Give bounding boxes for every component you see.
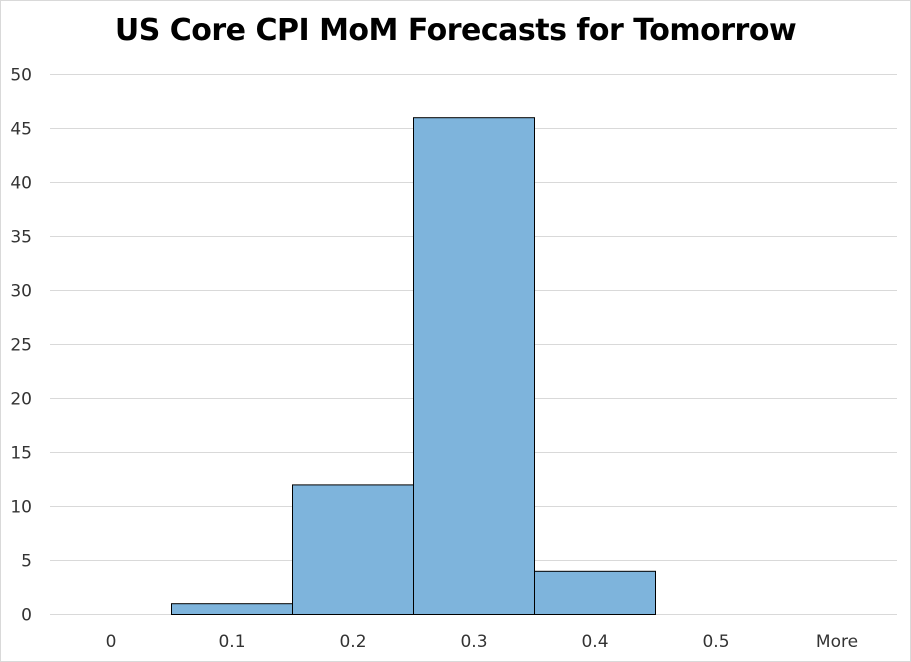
x-tick-label: 0.5	[702, 632, 729, 652]
y-tick-label: 25	[10, 336, 32, 356]
x-tick-label: 0.3	[460, 632, 487, 652]
bar-0.4	[534, 570, 656, 615]
y-tick-label: 0	[21, 606, 32, 626]
bar-0.1	[171, 603, 293, 616]
y-tick-label: 5	[21, 552, 32, 572]
bars	[171, 117, 656, 616]
bar-0.2	[292, 484, 414, 615]
y-tick-label: 15	[10, 444, 32, 464]
x-tick-label: 0.1	[218, 632, 245, 652]
y-tick-labels: 0 5 10 15 20 25 30 35 40 45 50	[10, 66, 32, 626]
y-tick-label: 30	[10, 282, 32, 302]
x-tick-label: More	[816, 632, 858, 652]
x-tick-label: 0	[106, 632, 117, 652]
y-tick-label: 50	[10, 66, 32, 86]
y-tick-label: 45	[10, 120, 32, 140]
x-tick-label: 0.2	[339, 632, 366, 652]
x-tick-labels: 0 0.1 0.2 0.3 0.4 0.5 More	[106, 632, 858, 652]
bar-0.3	[413, 117, 535, 615]
y-tick-label: 20	[10, 390, 32, 410]
y-tick-label: 10	[10, 498, 32, 518]
y-tick-label: 40	[10, 174, 32, 194]
x-tick-label: 0.4	[581, 632, 608, 652]
y-tick-label: 35	[10, 228, 32, 248]
chart-title: US Core CPI MoM Forecasts for Tomorrow	[114, 13, 797, 48]
